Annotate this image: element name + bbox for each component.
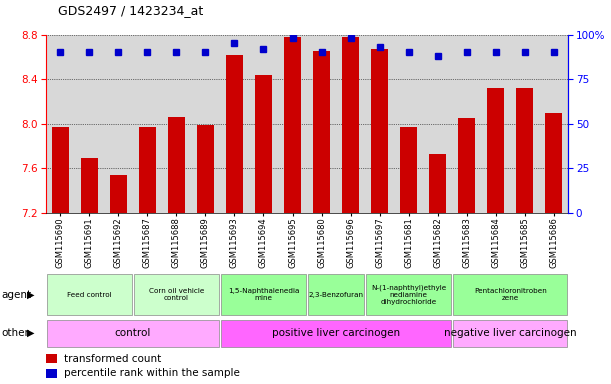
Bar: [139, 127, 156, 213]
Bar: [46, 354, 57, 363]
Bar: [284, 37, 301, 213]
Text: N-(1-naphthyl)ethyle
nediamine
dihydrochloride: N-(1-naphthyl)ethyle nediamine dihydroch…: [371, 285, 446, 305]
Bar: [110, 175, 127, 213]
Bar: [313, 51, 330, 213]
Text: ▶: ▶: [27, 290, 34, 300]
Bar: [51, 127, 69, 213]
Text: Corn oil vehicle
control: Corn oil vehicle control: [148, 288, 204, 301]
Bar: [453, 274, 567, 316]
Text: other: other: [1, 328, 29, 338]
Text: percentile rank within the sample: percentile rank within the sample: [64, 368, 240, 378]
Bar: [47, 274, 132, 316]
Bar: [226, 55, 243, 213]
Bar: [167, 117, 185, 213]
Text: positive liver carcinogen: positive liver carcinogen: [272, 328, 400, 338]
Bar: [47, 319, 219, 347]
Bar: [308, 274, 364, 316]
Bar: [46, 369, 57, 378]
Bar: [255, 75, 273, 213]
Text: agent: agent: [1, 290, 31, 300]
Bar: [221, 319, 451, 347]
Text: ▶: ▶: [27, 328, 34, 338]
Bar: [429, 154, 446, 213]
Bar: [366, 274, 451, 316]
Bar: [197, 125, 214, 213]
Bar: [458, 118, 475, 213]
Text: transformed count: transformed count: [64, 354, 161, 364]
Text: Feed control: Feed control: [67, 292, 112, 298]
Text: 1,5-Naphthalenedia
mine: 1,5-Naphthalenedia mine: [228, 288, 299, 301]
Bar: [400, 127, 417, 213]
Text: GDS2497 / 1423234_at: GDS2497 / 1423234_at: [58, 4, 203, 17]
Bar: [342, 37, 359, 213]
Text: Pentachloronitroben
zene: Pentachloronitroben zene: [474, 288, 547, 301]
Bar: [453, 319, 567, 347]
Bar: [134, 274, 219, 316]
Text: 2,3-Benzofuran: 2,3-Benzofuran: [309, 292, 364, 298]
Bar: [516, 88, 533, 213]
Bar: [487, 88, 504, 213]
Text: negative liver carcinogen: negative liver carcinogen: [444, 328, 577, 338]
Bar: [371, 49, 389, 213]
Bar: [545, 113, 562, 213]
Bar: [81, 159, 98, 213]
Text: control: control: [115, 328, 151, 338]
Bar: [221, 274, 306, 316]
